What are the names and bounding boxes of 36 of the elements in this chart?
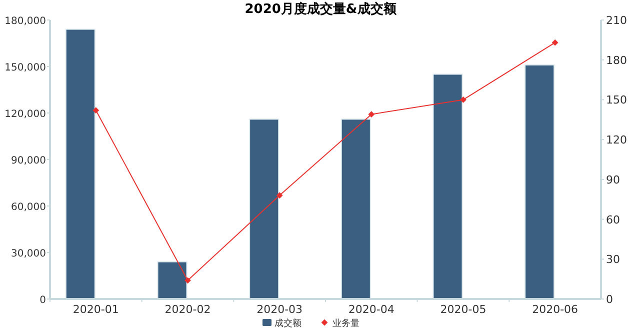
y2-tick-label: 210 [606, 14, 627, 27]
point [552, 39, 558, 46]
point [276, 192, 283, 199]
y2-tick-label: 90 [606, 173, 620, 186]
y2-tick-label: 120 [606, 134, 627, 147]
y2-tick-label: 0 [606, 293, 613, 306]
x-tick-label: 2020-02 [164, 303, 211, 316]
point [368, 111, 375, 118]
point [184, 277, 191, 284]
y-tick-label: 0 [40, 295, 46, 306]
point [460, 96, 466, 103]
y-tick-label: 150,000 [4, 62, 46, 74]
bar [65, 28, 96, 300]
y-tick-label: 90,000 [11, 156, 46, 166]
y2-tick-label: 60 [606, 213, 620, 226]
bar [340, 118, 371, 300]
legend-label: 业务量 [332, 318, 360, 329]
y2-tick-label: 180 [606, 54, 627, 67]
x-tick-label: 2020-04 [348, 303, 394, 316]
x-tick-label: 2020-06 [532, 303, 578, 316]
legend-label: 成交额 [274, 318, 302, 329]
bar [524, 64, 555, 300]
y-tick-label: 60,000 [11, 202, 46, 213]
y-tick-label: 180,000 [4, 16, 46, 27]
point [92, 107, 100, 114]
y-tick-label: 120,000 [4, 109, 46, 120]
x-tick-label: 2020-03 [256, 303, 303, 316]
x-tick-label: 2020-01 [72, 303, 119, 316]
chart-title: 2020月度成交量&成交额 [244, 1, 398, 17]
bar [157, 261, 188, 300]
bar [432, 74, 463, 300]
bar [249, 118, 280, 300]
x-tick-label: 2020-05 [440, 303, 486, 316]
y-tick-label: 30,000 [11, 248, 46, 260]
y2-tick-label: 150 [606, 94, 627, 107]
y2-tick-label: 30 [606, 253, 620, 266]
